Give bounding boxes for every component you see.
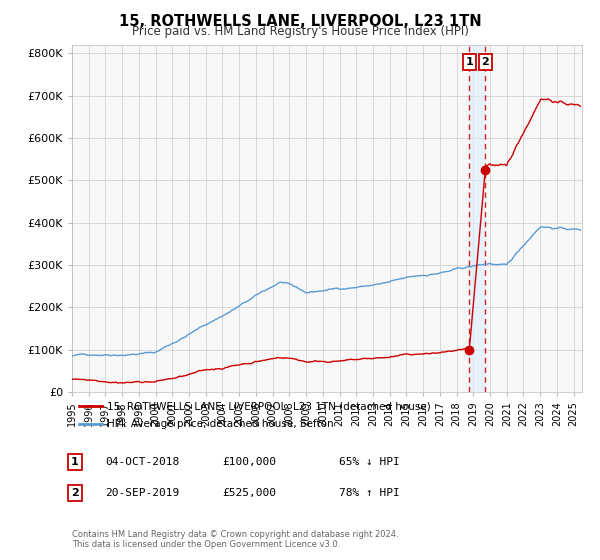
Text: 2: 2 — [71, 488, 79, 498]
Text: 15, ROTHWELLS LANE, LIVERPOOL, L23 1TN: 15, ROTHWELLS LANE, LIVERPOOL, L23 1TN — [119, 14, 481, 29]
Text: HPI: Average price, detached house, Sefton: HPI: Average price, detached house, Seft… — [107, 419, 334, 429]
Text: 20-SEP-2019: 20-SEP-2019 — [105, 488, 179, 498]
Text: 78% ↑ HPI: 78% ↑ HPI — [339, 488, 400, 498]
Text: 1: 1 — [466, 57, 473, 67]
Text: This data is licensed under the Open Government Licence v3.0.: This data is licensed under the Open Gov… — [72, 540, 340, 549]
Text: 1: 1 — [71, 457, 79, 467]
Text: 65% ↓ HPI: 65% ↓ HPI — [339, 457, 400, 467]
Text: Contains HM Land Registry data © Crown copyright and database right 2024.: Contains HM Land Registry data © Crown c… — [72, 530, 398, 539]
Text: 15, ROTHWELLS LANE, LIVERPOOL, L23 1TN (detached house): 15, ROTHWELLS LANE, LIVERPOOL, L23 1TN (… — [107, 401, 431, 411]
Bar — [469, 45, 485, 392]
Text: 04-OCT-2018: 04-OCT-2018 — [105, 457, 179, 467]
Text: £525,000: £525,000 — [222, 488, 276, 498]
Text: Price paid vs. HM Land Registry's House Price Index (HPI): Price paid vs. HM Land Registry's House … — [131, 25, 469, 38]
Text: £100,000: £100,000 — [222, 457, 276, 467]
Text: 2: 2 — [481, 57, 489, 67]
